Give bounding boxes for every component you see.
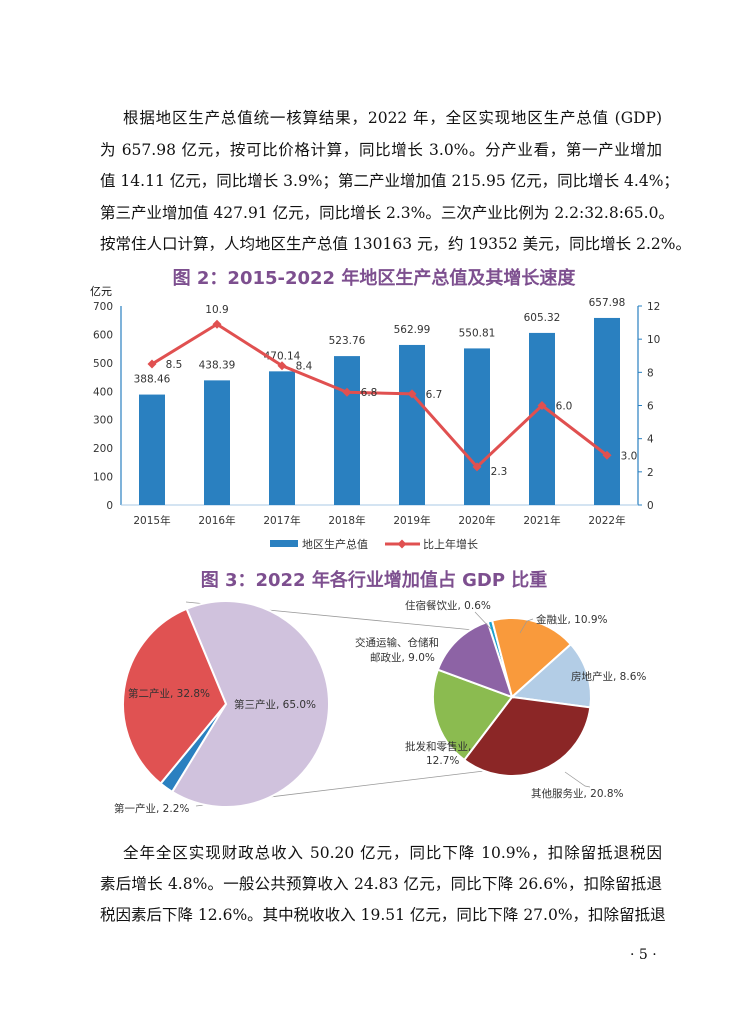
bar-value-label: 657.98 bbox=[589, 297, 626, 309]
growth-marker bbox=[537, 401, 547, 410]
label-other-services: 其他服务业, 20.8% bbox=[531, 787, 624, 800]
x-tick-label: 2021年 bbox=[523, 514, 560, 527]
growth-marker bbox=[472, 462, 482, 472]
left-tick-label: 300 bbox=[93, 415, 113, 427]
text-line: 素后增长 4.8%。一般公共预算收入 24.83 亿元，同比下降 26.6%，扣… bbox=[100, 875, 662, 893]
right-tick-label: 4 bbox=[647, 434, 654, 446]
left-tick-label: 400 bbox=[93, 386, 113, 398]
slice-tertiary bbox=[170, 600, 330, 808]
bar-value-label: 438.39 bbox=[199, 359, 236, 371]
slice-real-estate bbox=[509, 642, 592, 709]
x-tick-label: 2016年 bbox=[198, 514, 235, 527]
growth-marker bbox=[212, 319, 222, 329]
right-tick-label: 6 bbox=[647, 401, 654, 413]
right-tick-label: 2 bbox=[647, 467, 654, 479]
text-line: 按常住人口计算，人均地区生产总值 130163 元，约 19352 美元，同比增… bbox=[100, 235, 691, 253]
growth-value-label: 8.4 bbox=[296, 361, 313, 373]
x-tick-label: 2017年 bbox=[263, 514, 300, 527]
label-tertiary: 第三产业, 65.0% bbox=[234, 698, 316, 711]
text-line: 根据地区生产总值统一核算结果，2022 年，全区实现地区生产总值 (GDP) bbox=[123, 109, 662, 127]
chart-title-gdp: 图 2：2015-2022 年地区生产总值及其增长速度 bbox=[172, 268, 576, 289]
growth-value-label: 6.7 bbox=[426, 389, 443, 401]
bar-value-label: 562.99 bbox=[394, 324, 431, 336]
legend-label-gdp: 地区生产总值 bbox=[302, 537, 368, 551]
growth-marker bbox=[342, 387, 352, 397]
bar-gdp bbox=[334, 356, 360, 505]
growth-value-label: 6.0 bbox=[556, 401, 573, 413]
x-tick-label: 2022年 bbox=[588, 514, 625, 527]
leader-line bbox=[519, 618, 534, 634]
bar-value-label: 388.46 bbox=[134, 374, 171, 386]
bar-value-label: 523.76 bbox=[329, 335, 366, 347]
x-tick-label: 2015年 bbox=[133, 514, 170, 527]
bar-gdp bbox=[399, 344, 425, 505]
slice-secondary bbox=[122, 607, 228, 785]
left-tick-label: 200 bbox=[93, 443, 113, 455]
leader-line bbox=[474, 611, 492, 630]
left-tick-label: 600 bbox=[93, 329, 113, 341]
right-tick-label: 8 bbox=[647, 367, 654, 379]
slice-finance bbox=[490, 617, 573, 699]
chart-title-industry-share: 图 3：2022 年各行业增加值占 GDP 比重 bbox=[200, 570, 548, 591]
legend-label-growth: 比上年增长 bbox=[423, 537, 478, 551]
right-tick-label: 10 bbox=[647, 334, 660, 346]
text-line: 税因素后下降 12.6%。其中税收收入 19.51 亿元，同比下降 27.0%，… bbox=[100, 906, 666, 924]
label-real-estate: 房地产业, 8.6% bbox=[571, 670, 646, 683]
growth-value-label: 2.3 bbox=[491, 466, 508, 478]
industry-share-pie-chart: 第二产业, 32.8% 第三产业, 65.0% 第一产业, 2.2% 住宿餐饮业, 0… bbox=[114, 599, 646, 815]
growth-value-label: 8.5 bbox=[166, 359, 183, 371]
label-finance: 金融业, 10.9% bbox=[536, 613, 608, 626]
y-axis-label: 亿元 bbox=[90, 285, 112, 298]
growth-marker bbox=[147, 359, 157, 369]
text-line: 全年全区实现财政总收入 50.20 亿元，同比下降 10.9%，扣除留抵退税因 bbox=[123, 844, 662, 862]
label-transport: 交通运输、仓储和 bbox=[355, 636, 439, 649]
bar-value-label: 605.32 bbox=[524, 312, 561, 324]
bar-gdp bbox=[139, 394, 165, 505]
left-tick-label: 100 bbox=[93, 472, 113, 484]
left-tick-label: 700 bbox=[93, 301, 113, 313]
leader-line bbox=[564, 771, 591, 788]
right-tick-label: 0 bbox=[647, 500, 654, 512]
left-tick-label: 0 bbox=[106, 500, 113, 512]
label-transport-value: 邮政业, 9.0% bbox=[370, 651, 435, 664]
label-primary: 第一产业, 2.2% bbox=[114, 802, 189, 815]
growth-value-label: 6.8 bbox=[361, 387, 378, 399]
bar-gdp bbox=[269, 371, 295, 505]
bar-value-label: 550.81 bbox=[459, 327, 496, 339]
text-line: 第三产业增加值 427.91 亿元，同比增长 2.3%。三次产业比例为 2.2:… bbox=[100, 204, 674, 222]
slice-wholesale-retail bbox=[432, 668, 514, 762]
growth-marker bbox=[407, 389, 417, 399]
label-wholesale-retail: 批发和零售业, bbox=[405, 740, 471, 753]
text-line: 为 657.98 亿元，按可比价格计算，同比增长 3.0%。分产业看，第一产业增… bbox=[100, 141, 662, 159]
bar-gdp bbox=[204, 380, 230, 505]
bar-gdp bbox=[529, 332, 555, 505]
x-tick-label: 2020年 bbox=[458, 514, 495, 527]
growth-value-label: 10.9 bbox=[205, 304, 228, 316]
right-tick-label: 12 bbox=[647, 301, 660, 313]
label-wholesale-retail-value: 12.7% bbox=[426, 755, 459, 767]
legend-swatch-gdp bbox=[270, 540, 298, 547]
gdp-bar-line-chart: 亿元 0 100 200 300 400 500 600 700 0 2 4 6 8 10 12 2015年 20… bbox=[90, 285, 660, 551]
legend-marker-growth bbox=[397, 539, 407, 549]
x-tick-label: 2019年 bbox=[393, 514, 430, 527]
x-tick-label: 2018年 bbox=[328, 514, 365, 527]
bar-gdp bbox=[594, 317, 620, 505]
growth-line bbox=[151, 322, 608, 470]
text-line: 值 14.11 亿元，同比增长 3.9%；第二产业增加值 215.95 亿元，同… bbox=[100, 172, 679, 190]
slice-other-services bbox=[462, 695, 592, 777]
label-hospitality: 住宿餐饮业, 0.6% bbox=[405, 599, 491, 612]
growth-marker bbox=[277, 361, 287, 371]
growth-marker bbox=[602, 450, 612, 460]
page-number: · 5 · bbox=[630, 947, 657, 963]
left-tick-label: 500 bbox=[93, 358, 113, 370]
growth-value-label: 3.0 bbox=[621, 450, 638, 462]
bar-gdp bbox=[464, 348, 490, 505]
label-secondary: 第二产业, 32.8% bbox=[128, 687, 210, 700]
